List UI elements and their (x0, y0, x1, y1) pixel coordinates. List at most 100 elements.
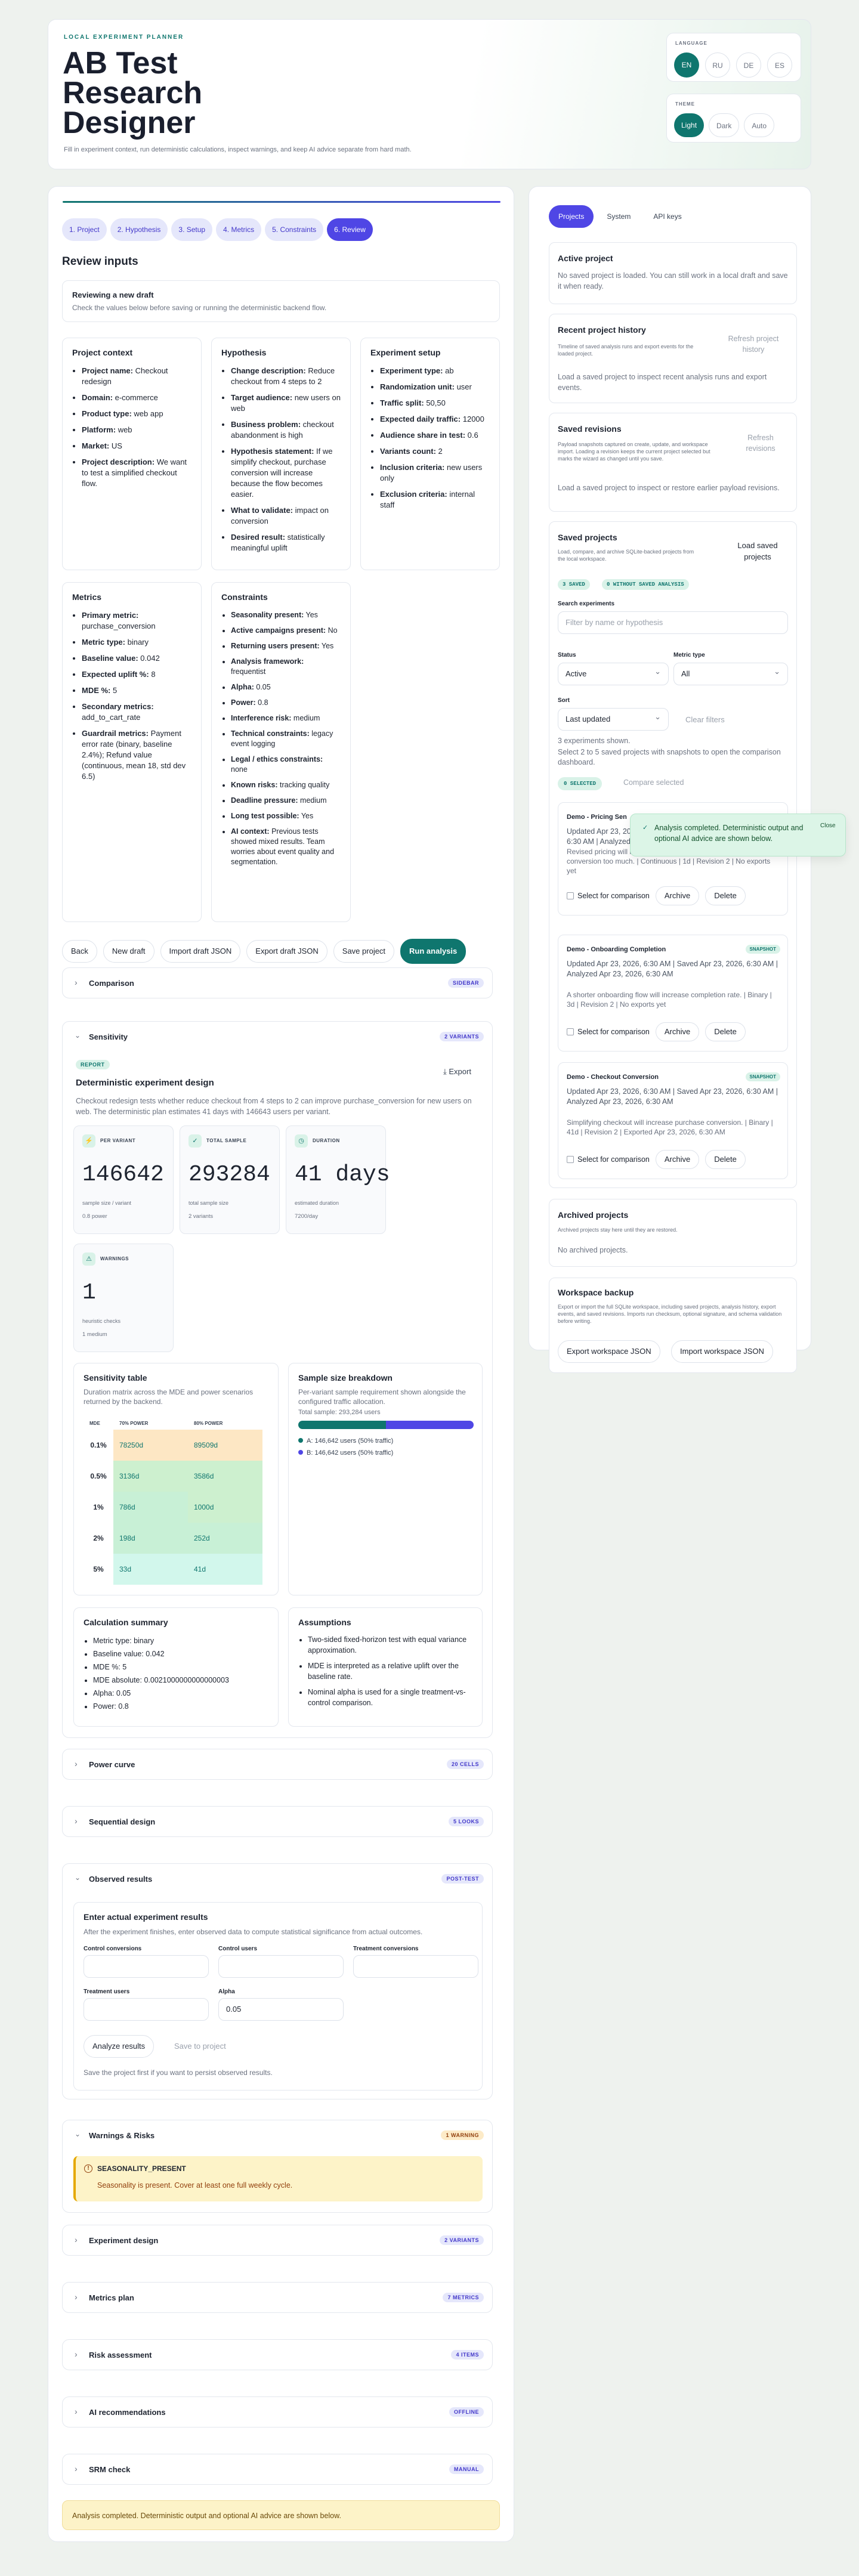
project-item: Product type: web app (82, 409, 191, 419)
project-item-desc: Simplifying checkout will increase purch… (567, 1118, 773, 1136)
tab-projects[interactable]: Projects (549, 205, 594, 228)
saved-count-badge: 3 SAVED (558, 579, 590, 590)
export-draft-button[interactable]: Export draft JSON (246, 940, 327, 963)
new-draft-button[interactable]: New draft (103, 940, 155, 963)
checkbox[interactable] (567, 1028, 574, 1035)
sort-select[interactable]: Last updated (558, 706, 669, 731)
sequential-section[interactable]: › Sequential design 5 LOOKS (62, 1806, 493, 1837)
run-analysis-button[interactable]: Run analysis (400, 939, 466, 964)
save-project-button[interactable]: Save project (333, 940, 395, 963)
toast-close-button[interactable]: Close (820, 822, 836, 829)
ai-badge: OFFLINE (449, 2407, 484, 2417)
project-item-key: Product type: (82, 409, 132, 418)
step-metrics[interactable]: 4. Metrics (216, 218, 262, 241)
tab-api-keys[interactable]: API keys (653, 212, 682, 221)
chevron-down-icon[interactable]: ⌄ (75, 1873, 81, 1882)
control-users-input[interactable] (218, 1955, 344, 1978)
delete-button[interactable]: Delete (705, 886, 746, 905)
theme-dark[interactable]: Dark (709, 113, 740, 137)
step-review[interactable]: 6. Review (327, 218, 373, 241)
snapshot-badge: SNAPSHOT (745, 1072, 780, 1081)
checkbox[interactable] (567, 1156, 574, 1163)
export-workspace-button[interactable]: Export workspace JSON (558, 1340, 660, 1363)
metrics-item-key: Expected uplift %: (82, 670, 149, 679)
chevron-right-icon: › (75, 2292, 78, 2302)
table-header: MDE (89, 1421, 100, 1426)
setup-item-value: 0.6 (467, 431, 478, 440)
hypothesis-card: Hypothesis Change description: Reduce ch… (211, 338, 351, 570)
risk-section[interactable]: › Risk assessment 4 ITEMS (62, 2339, 493, 2370)
warning-item: ! SEASONALITY_PRESENT Seasonality is pre… (73, 2156, 483, 2201)
metric-type-select[interactable]: All (673, 661, 788, 685)
backup-title: Workspace backup (558, 1288, 634, 1297)
project-item[interactable]: Demo - Checkout Conversion SNAPSHOT Update… (558, 1062, 788, 1179)
theme-light[interactable]: Light (674, 113, 704, 137)
save-to-project-button[interactable]: Save to project (174, 2042, 226, 2051)
export-report-button[interactable]: ⤓ Export (443, 1067, 471, 1076)
observed-title[interactable]: Observed results (89, 1875, 153, 1884)
ai-section[interactable]: › AI recommendations OFFLINE (62, 2396, 493, 2427)
sequential-title: Sequential design (89, 1817, 156, 1826)
step-constraints[interactable]: 5. Constraints (265, 218, 324, 241)
constraints-item: Deadline pressure: medium (231, 796, 341, 806)
step-project[interactable]: 1. Project (62, 218, 107, 241)
warnings-title[interactable]: Warnings & Risks (89, 2131, 155, 2140)
alpha-input[interactable]: 0.05 (218, 1998, 344, 2021)
assumptions-title: Assumptions (298, 1618, 351, 1627)
archive-button[interactable]: Archive (655, 1150, 700, 1169)
status-select[interactable]: Active (558, 661, 669, 685)
search-input[interactable]: Filter by name or hypothesis (558, 611, 788, 634)
step-hypothesis[interactable]: 2. Hypothesis (110, 218, 168, 241)
lang-ru[interactable]: RU (705, 52, 730, 78)
tab-system[interactable]: System (607, 212, 631, 221)
experiment-design-section[interactable]: › Experiment design 2 VARIANTS (62, 2225, 493, 2256)
chevron-down-icon[interactable]: ⌄ (75, 1031, 81, 1040)
sensitivity-title[interactable]: Sensitivity (89, 1032, 128, 1041)
metrics-plan-section[interactable]: › Metrics plan 7 METRICS (62, 2282, 493, 2313)
load-saved-projects-button[interactable]: Load saved projects (737, 541, 778, 561)
select-for-comparison[interactable]: Select for comparison (567, 1155, 650, 1164)
lang-en[interactable]: EN (674, 52, 699, 78)
archive-button[interactable]: Archive (655, 1022, 700, 1041)
select-for-comparison[interactable]: Select for comparison (567, 892, 650, 900)
back-button[interactable]: Back (62, 940, 97, 963)
project-item-key: Project name: (82, 366, 133, 375)
control-conversions-input[interactable] (84, 1955, 209, 1978)
import-workspace-button[interactable]: Import workspace JSON (671, 1340, 773, 1363)
sensitivity-badge: 2 VARIANTS (440, 1032, 484, 1041)
constraints-item-key: Returning users present: (231, 642, 320, 650)
title-line-3: Designer (63, 106, 196, 140)
constraints-item-value: Previous tests showed mixed results. Tea… (231, 827, 335, 866)
srm-section[interactable]: › SRM check MANUAL (62, 2454, 493, 2485)
treatment-conversions-input[interactable] (353, 1955, 478, 1978)
lang-es[interactable]: ES (767, 52, 792, 78)
refresh-revisions-button[interactable]: Refresh revisions (746, 434, 775, 453)
stat-sub1: total sample size (189, 1200, 229, 1206)
import-draft-button[interactable]: Import draft JSON (160, 940, 241, 963)
allocation-bar-b (386, 1421, 474, 1429)
comparison-section[interactable]: › Comparison SIDEBAR (62, 967, 493, 998)
step-setup[interactable]: 3. Setup (171, 218, 213, 241)
project-item[interactable]: Demo - Onboarding Completion SNAPSHOT Upda… (558, 935, 788, 1052)
compare-selected-button[interactable]: Compare selected (623, 778, 684, 787)
hypothesis-item-key: Hypothesis statement: (231, 447, 314, 456)
theme-auto[interactable]: Auto (744, 113, 775, 137)
chevron-right-icon: › (75, 2235, 78, 2244)
lang-de[interactable]: DE (736, 52, 761, 78)
clear-filters-button[interactable]: Clear filters (685, 715, 725, 724)
table-cell: 1000d (188, 1492, 262, 1523)
setup-item-value: 2 (438, 447, 443, 456)
delete-button[interactable]: Delete (705, 1022, 746, 1041)
project-item-value: Checkout redesign (82, 366, 168, 386)
setup-list: Experiment type: ab Randomization unit: u… (370, 366, 490, 511)
delete-button[interactable]: Delete (705, 1150, 746, 1169)
select-for-comparison[interactable]: Select for comparison (567, 1028, 650, 1036)
analyze-results-button[interactable]: Analyze results (84, 2035, 155, 2058)
power-curve-section[interactable]: › Power curve 20 CELLS (62, 1749, 493, 1780)
refresh-history-button[interactable]: Refresh project history (728, 335, 779, 354)
chevron-down-icon[interactable]: ⌄ (75, 2130, 81, 2138)
archive-button[interactable]: Archive (655, 886, 700, 905)
compare-hint: Select 2 to 5 saved projects with snapsh… (558, 748, 781, 766)
treatment-users-input[interactable] (84, 1998, 209, 2021)
checkbox[interactable] (567, 892, 574, 899)
